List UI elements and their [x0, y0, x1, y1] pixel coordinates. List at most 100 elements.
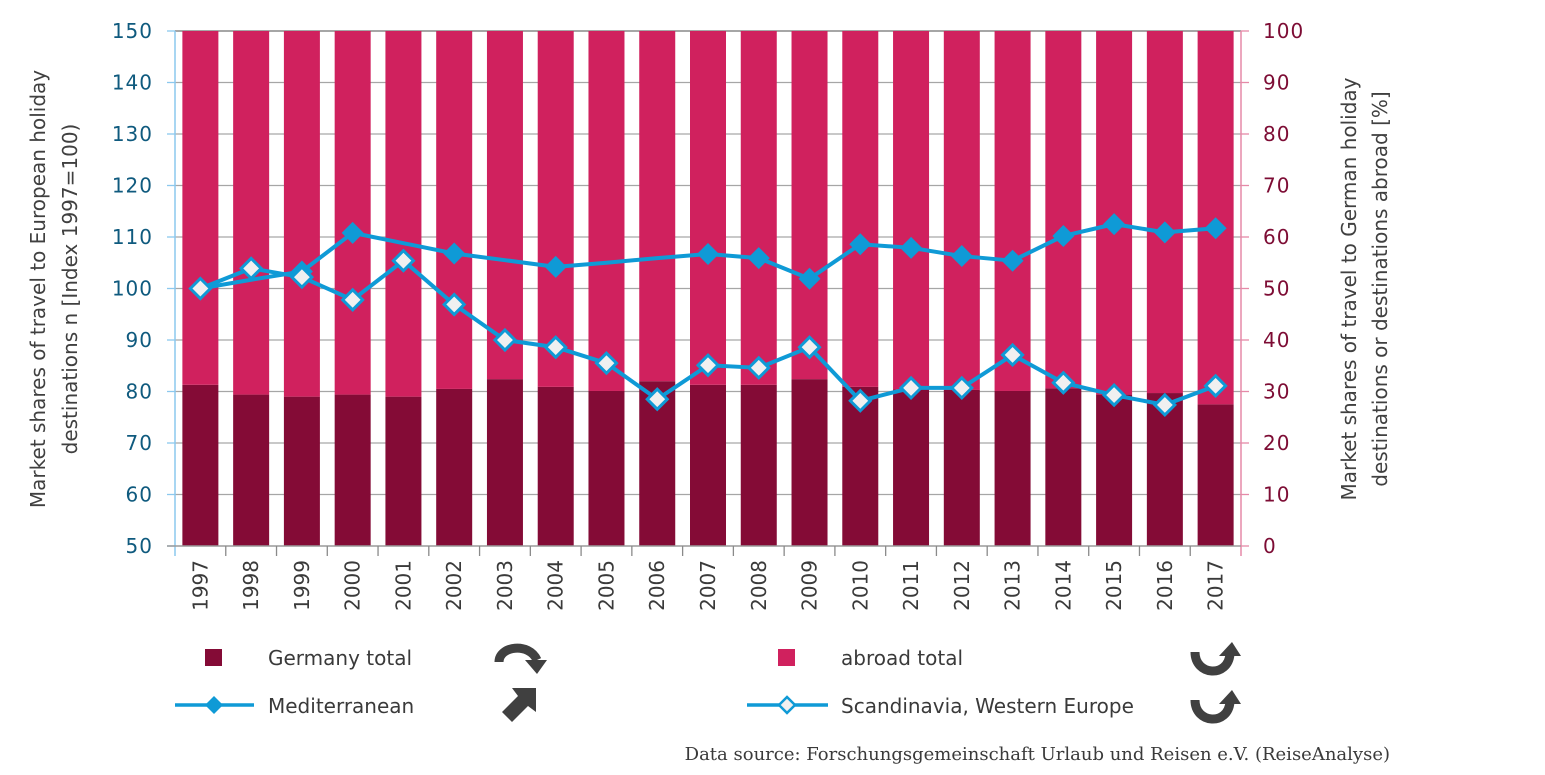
marker-scandinavia [1101, 382, 1127, 408]
marker-scandinavia [239, 256, 264, 281]
x-axis-tick-label: 1998 [239, 560, 263, 611]
bar-abroad-total [639, 31, 676, 382]
bar-germany-total [690, 384, 726, 546]
right-axis-title-line1: Market shares of travel to German holida… [1337, 77, 1361, 500]
legend-item-mediterranean[interactable]: Mediterranean [175, 688, 536, 732]
x-axis-tick-label: 2004 [544, 560, 568, 611]
marker-scandinavia [188, 276, 213, 301]
left-axis-tick-label: 60 [126, 483, 153, 507]
left-axis-tick-label: 80 [126, 380, 153, 404]
marker-mediterranean [950, 245, 973, 268]
bar-abroad-total [994, 31, 1031, 391]
x-axis-tick-label: 2011 [899, 560, 923, 611]
marker-scandinavia [492, 327, 518, 353]
bars [182, 31, 1234, 546]
right-axis-tick-label: 60 [1263, 225, 1290, 249]
marker-scandinavia [797, 335, 822, 360]
marker-scandinavia [1051, 370, 1076, 395]
legend-item-germany[interactable]: Germany total [205, 643, 547, 674]
bar-germany-total [943, 389, 980, 546]
bar-abroad-total [740, 31, 777, 385]
bar-germany-total [385, 396, 422, 546]
right-axis-tick-label: 40 [1263, 328, 1290, 352]
x-axis-tick-label: 2015 [1102, 560, 1126, 611]
x-axis-tick-label: 2014 [1051, 560, 1075, 611]
curved-arrow-down-right-icon [494, 643, 547, 674]
marker-mediterranean [1103, 213, 1126, 236]
bar-germany-total [436, 388, 473, 546]
bar-abroad-total [537, 31, 574, 387]
axes [167, 30, 1249, 556]
marker-mediterranean [1052, 224, 1075, 247]
bar-germany-total [791, 379, 828, 546]
legend-marker-scandinavia [777, 695, 797, 715]
x-axis-tick-label: 2016 [1153, 560, 1177, 611]
x-axis-tick-label: 2007 [696, 560, 720, 611]
right-axis-tick-label: 70 [1263, 174, 1290, 198]
bar-germany-total [233, 394, 270, 546]
bar-abroad-total [233, 31, 270, 395]
marker-scandinavia [695, 353, 721, 378]
marker-scandinavia [1152, 392, 1177, 418]
bar-abroad-total [1096, 31, 1133, 395]
marker-mediterranean [697, 242, 719, 265]
right-axis-tick-label: 10 [1263, 483, 1290, 507]
legend-marker-mediterranean [205, 696, 223, 714]
marker-scandinavia [1203, 373, 1228, 398]
x-axis-tick-label: 2005 [594, 560, 618, 611]
bar-abroad-total [893, 31, 930, 390]
bar-abroad-total [690, 31, 726, 385]
marker-scandinavia [543, 335, 568, 360]
marker-mediterranean [1204, 217, 1227, 240]
lines [188, 213, 1228, 418]
marker-scandinavia [898, 375, 924, 401]
bar-abroad-total [842, 31, 879, 387]
marker-scandinavia [289, 265, 315, 290]
left-axis-tick-label: 70 [126, 431, 153, 455]
data-source-note: Data source: Forschungsgemeinschaft Urla… [685, 744, 1390, 765]
bar-germany-total [1197, 404, 1234, 546]
x-axis-tick-label: 2000 [341, 560, 365, 611]
bar-abroad-total [334, 31, 371, 395]
marker-scandinavia [645, 387, 670, 412]
right-axis-tick-label: 90 [1263, 71, 1290, 95]
legend-item-scandinavia[interactable]: Scandinavia, Western Europe [747, 690, 1241, 724]
legend-swatch-abroad [778, 649, 795, 666]
legend-swatch-germany [205, 649, 222, 666]
left-axis-tick-label: 120 [112, 174, 153, 198]
marker-mediterranean [1001, 249, 1024, 272]
bar-abroad-total [283, 31, 320, 397]
bar-abroad-total [1045, 31, 1082, 389]
x-axis-tick-label: 2006 [645, 560, 669, 611]
right-axis-tick-label: 50 [1263, 277, 1290, 301]
x-axis-tick-label: 2008 [747, 560, 771, 611]
legend-label-abroad: abroad total [841, 646, 963, 670]
bar-abroad-total [588, 31, 625, 391]
marker-mediterranean [341, 221, 364, 244]
left-axis-tick-label: 140 [112, 71, 153, 95]
marker-mediterranean [544, 255, 567, 278]
marker-mediterranean [747, 247, 770, 270]
marker-mediterranean [443, 242, 466, 265]
marker-scandinavia [391, 248, 416, 273]
x-axis-tick-label: 2009 [798, 560, 822, 611]
right-axis-tick-label: 100 [1263, 19, 1304, 43]
bar-germany-total [1096, 394, 1133, 546]
x-axis-tick-label: 2010 [848, 560, 872, 611]
legend-item-abroad[interactable]: abroad total [778, 642, 1241, 676]
marker-scandinavia [949, 375, 974, 401]
x-axis-tick-label: 2013 [1001, 560, 1025, 611]
bar-germany-total [588, 390, 625, 546]
right-axis-tick-label: 80 [1263, 122, 1290, 146]
left-axis-tick-label: 130 [112, 122, 153, 146]
left-axis-title-line2: destinations n [Index 1997=100) [58, 124, 82, 455]
legend-label-mediterranean: Mediterranean [268, 694, 414, 718]
x-axis-tick-label: 2017 [1204, 560, 1228, 611]
marker-mediterranean [1153, 221, 1176, 244]
x-axis-tick-label: 2001 [391, 560, 415, 611]
left-axis-tick-label: 110 [112, 225, 153, 249]
marker-scandinavia [442, 292, 467, 317]
left-axis-tick-label: 90 [126, 328, 153, 352]
curved-arrow-up-icon [1190, 642, 1241, 676]
